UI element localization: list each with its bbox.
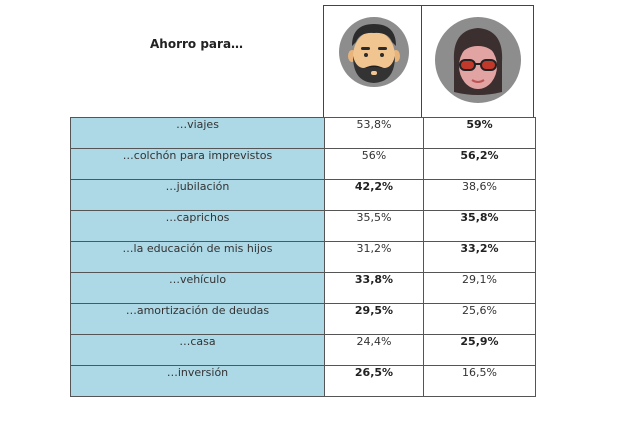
- table-row: …jubilación 42,2% 38,6%: [70, 179, 536, 211]
- row-label: …jubilación: [70, 179, 325, 211]
- female-value: 16,5%: [423, 365, 536, 397]
- male-value: 53,8%: [324, 117, 424, 149]
- row-label: …caprichos: [70, 210, 325, 242]
- female-value: 35,8%: [423, 210, 536, 242]
- female-value: 29,1%: [423, 272, 536, 304]
- woman-avatar-icon: [435, 17, 521, 103]
- female-value: 33,2%: [423, 241, 536, 273]
- table-row: …viajes 53,8% 59%: [70, 117, 536, 149]
- male-value: 29,5%: [324, 303, 424, 335]
- male-value: 31,2%: [324, 241, 424, 273]
- table-row: …inversión 26,5% 16,5%: [70, 365, 536, 397]
- female-header-cell: [421, 5, 534, 117]
- row-label: …la educación de mis hijos: [70, 241, 325, 273]
- row-label: …casa: [70, 334, 325, 366]
- row-label: …viajes: [70, 117, 325, 149]
- male-value: 56%: [324, 148, 424, 180]
- male-value: 35,5%: [324, 210, 424, 242]
- row-label: …inversión: [70, 365, 325, 397]
- male-value: 26,5%: [324, 365, 424, 397]
- row-label: …colchón para imprevistos: [70, 148, 325, 180]
- female-value: 25,9%: [423, 334, 536, 366]
- female-value: 25,6%: [423, 303, 536, 335]
- row-label: …amortización de deudas: [70, 303, 325, 335]
- male-value: 33,8%: [324, 272, 424, 304]
- male-header-cell: [323, 5, 422, 117]
- row-label: …vehículo: [70, 272, 325, 304]
- table-row: …caprichos 35,5% 35,8%: [70, 210, 536, 242]
- table-row: …casa 24,4% 25,9%: [70, 334, 536, 366]
- man-avatar-icon: [339, 17, 409, 87]
- savings-table: …viajes 53,8% 59% …colchón para imprevistos…: [70, 117, 536, 397]
- table-row: …amortización de deudas 29,5% 25,6%: [70, 303, 536, 335]
- table-row: …la educación de mis hijos 31,2% 33,2%: [70, 241, 536, 273]
- male-value: 24,4%: [324, 334, 424, 366]
- male-value: 42,2%: [324, 179, 424, 211]
- female-value: 59%: [423, 117, 536, 149]
- table-row: …colchón para imprevistos 56% 56,2%: [70, 148, 536, 180]
- table-row: …vehículo 33,8% 29,1%: [70, 272, 536, 304]
- table-title: Ahorro para…: [150, 37, 244, 51]
- female-value: 56,2%: [423, 148, 536, 180]
- female-value: 38,6%: [423, 179, 536, 211]
